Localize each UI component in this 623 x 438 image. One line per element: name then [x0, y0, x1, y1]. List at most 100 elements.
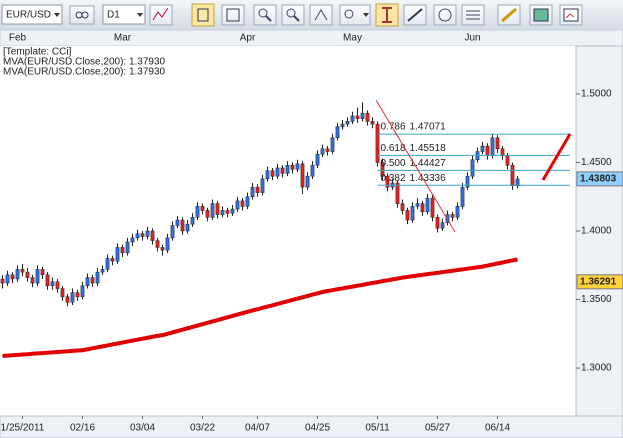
cursor-button[interactable]: [375, 3, 399, 27]
indicator-button[interactable]: [149, 4, 173, 26]
zoom-in-button[interactable]: [253, 4, 277, 26]
candle-body: [165, 237, 170, 251]
price-marker: [576, 274, 623, 290]
moving-average: [2, 257, 518, 358]
candle-body: [205, 210, 210, 218]
candle-body: [440, 222, 445, 229]
y-tick-label: 1.4000: [581, 226, 612, 237]
candle-body: [460, 186, 465, 207]
candle-body: [345, 121, 350, 125]
fib-ratio: 0.500: [381, 158, 406, 169]
candle-body: [360, 112, 365, 119]
legend-entry: MVA(EUR/USD.Close,200): 1.37930: [3, 67, 166, 78]
candle-body: [435, 217, 440, 229]
candle-body: [305, 175, 310, 188]
month-label: May: [343, 33, 362, 44]
image-button[interactable]: [529, 4, 553, 26]
x-tick-label: 06/14: [485, 423, 510, 434]
legend-entry: [Template: CCi]: [3, 47, 72, 58]
candle-body: [325, 148, 330, 152]
candle-body: [0, 278, 5, 284]
candle-body: [385, 175, 390, 188]
candle-body: [20, 269, 25, 273]
fit-button[interactable]: [309, 4, 333, 26]
fib-ratio: 0.382: [381, 173, 406, 184]
x-tick-label: 05/27: [425, 423, 450, 434]
chart-type-button[interactable]: [191, 3, 215, 27]
fib-ratio: 0.618: [381, 143, 406, 154]
timeframe-select[interactable]: [102, 4, 146, 25]
candle-body: [15, 269, 20, 280]
month-strip: [0, 29, 623, 47]
candle-body: [190, 217, 195, 225]
candle-body: [330, 137, 335, 152]
candle-body: [120, 247, 125, 254]
candle-body: [175, 219, 180, 226]
candle-body: [155, 240, 160, 248]
candle-body: [350, 115, 355, 122]
candle-body: [105, 258, 110, 270]
candle-body: [145, 230, 150, 237]
candle-body: [100, 269, 105, 273]
candle-body: [240, 200, 245, 207]
candle-body: [480, 145, 485, 152]
price-marker-label: 1.43803: [580, 174, 617, 185]
link-button[interactable]: [69, 5, 95, 25]
plot-area: [0, 46, 576, 416]
candle-body: [340, 123, 345, 128]
candle-body: [225, 210, 230, 214]
candle-body: [510, 164, 515, 187]
channel-button[interactable]: [433, 4, 457, 26]
line-tool-button[interactable]: [403, 4, 427, 26]
candle-body: [260, 178, 265, 193]
candle-body: [355, 115, 360, 119]
candle-body: [335, 126, 340, 139]
candle-body: [455, 206, 460, 218]
candle-body: [515, 178, 520, 187]
y-tick-label: 1.4500: [581, 157, 612, 168]
candle-body: [420, 203, 425, 213]
candle-body: [55, 281, 60, 289]
candle-body: [10, 274, 15, 280]
candle-body: [125, 241, 130, 254]
price-axis: [575, 45, 623, 417]
candle-body: [500, 148, 505, 156]
x-tick-label: 04/25: [305, 423, 330, 434]
candle-body: [215, 203, 220, 215]
window-button[interactable]: [559, 4, 583, 26]
month-label: Feb: [9, 33, 27, 44]
candle-body: [70, 292, 75, 303]
candle-body: [365, 112, 370, 122]
candle-body: [290, 164, 295, 170]
candle-body: [370, 121, 375, 125]
candle-body: [90, 277, 95, 284]
arrow-annotation: [541, 133, 572, 181]
candle-body: [285, 164, 290, 174]
fib-button[interactable]: [461, 4, 485, 26]
candle-body: [130, 237, 135, 243]
candle-body: [430, 197, 435, 218]
candle-body: [35, 269, 40, 284]
candle-body: [95, 271, 100, 284]
symbol-select[interactable]: [1, 4, 63, 25]
candle-body: [80, 285, 85, 298]
candle-body: [470, 159, 475, 177]
zoom-out-button[interactable]: [281, 4, 305, 26]
y-tick-label: 1.3500: [581, 294, 612, 305]
candle-body: [320, 148, 325, 155]
month-label: Mar: [114, 33, 132, 44]
bars-button[interactable]: [221, 4, 245, 26]
ruler-button[interactable]: [497, 4, 521, 26]
fib-ratio: 0.786: [381, 122, 406, 133]
x-tick-label: 03/22: [190, 423, 215, 434]
x-tick-label: 03/04: [130, 423, 155, 434]
candle-body: [60, 288, 65, 298]
candle-body: [170, 225, 175, 239]
candle-body: [425, 197, 430, 213]
y-tick-label: 1.3000: [581, 363, 612, 374]
trend-line: [375, 99, 456, 233]
candle-body: [65, 296, 70, 303]
candle-body: [250, 186, 255, 197]
zoom-area-button[interactable]: [339, 4, 371, 26]
